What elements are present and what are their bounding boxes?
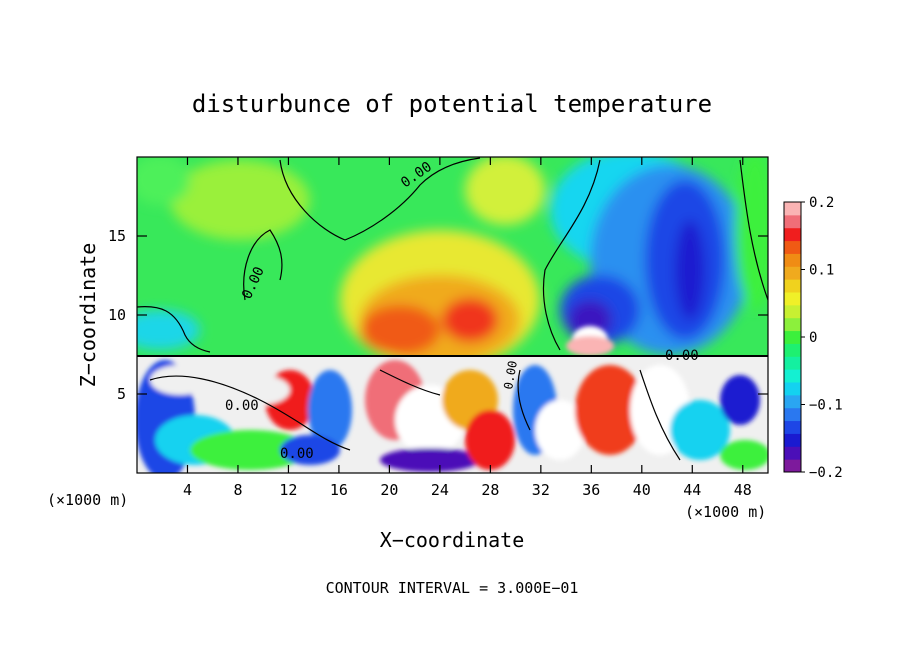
colorbar-swatch (784, 459, 801, 473)
x-tick-label: 44 (683, 481, 701, 499)
x-tick-label: 16 (330, 481, 348, 499)
colorbar-swatch (784, 266, 801, 280)
colorbar-tick-label: 0.2 (809, 195, 834, 211)
colorbar-tick-label: 0.1 (809, 263, 834, 279)
contour-label: 0.00 (665, 348, 699, 364)
heatmap-field (137, 157, 768, 473)
colorbar-swatch (784, 420, 801, 434)
x-unit-right: (×1000 m) (685, 503, 766, 521)
colorbar-swatch (784, 446, 801, 460)
colorbar-swatch (784, 369, 801, 383)
colorbar-swatch (784, 240, 801, 254)
colorbar-tick-label: −0.1 (809, 398, 843, 414)
colorbar-swatch (784, 279, 801, 293)
contour-label: 0.00 (225, 398, 259, 414)
colorbar-tick-label: 0 (809, 330, 817, 346)
y-tick-label: 15 (108, 227, 126, 245)
colorbar: 0.2 0.1 0 −0.1 −0.2 (783, 195, 843, 481)
x-unit-left: (×1000 m) (47, 491, 128, 509)
y-tick-label: 5 (117, 385, 126, 403)
x-tick-label: 28 (481, 481, 499, 499)
colorbar-tick-label: −0.2 (809, 465, 843, 481)
colorbar-swatch (784, 202, 801, 216)
colorbar-swatch (784, 292, 801, 306)
x-axis-label: X−coordinate (380, 528, 525, 552)
colorbar-swatch (784, 343, 801, 357)
colorbar-swatch (784, 394, 801, 409)
x-tick-label: 32 (532, 481, 550, 499)
x-tick-label: 40 (633, 481, 651, 499)
x-tick-label: 20 (380, 481, 398, 499)
y-axis-label: Z−coordinate (76, 243, 100, 388)
colorbar-swatch (784, 330, 801, 344)
colorbar-swatch (784, 253, 801, 267)
colorbar-swatch (784, 382, 801, 396)
x-tick-label: 8 (233, 481, 242, 499)
x-tick-label: 36 (582, 481, 600, 499)
contour-label: 0.00 (280, 446, 314, 462)
colorbar-swatch (784, 304, 801, 319)
y-tick-label: 10 (108, 306, 126, 324)
x-tick-label: 4 (183, 481, 192, 499)
colorbar-swatch (784, 227, 801, 242)
x-tick-label: 48 (734, 481, 752, 499)
colorbar-swatch (784, 317, 801, 332)
x-tick-label: 12 (279, 481, 297, 499)
colorbar-swatch (784, 356, 801, 370)
y-axis: 5 10 15 (108, 227, 768, 403)
x-axis: 4 8 12 16 20 24 28 32 36 40 44 48 (183, 157, 752, 499)
contour-interval-note: CONTOUR INTERVAL = 3.000E−01 (326, 579, 579, 597)
x-tick-label: 24 (431, 481, 449, 499)
colorbar-swatch (784, 433, 801, 447)
chart-title: disturbunce of potential temperature (192, 90, 712, 118)
colorbar-swatch (784, 214, 801, 229)
colorbar-swatch (784, 407, 801, 422)
contour-label: 0.00 (501, 360, 520, 391)
